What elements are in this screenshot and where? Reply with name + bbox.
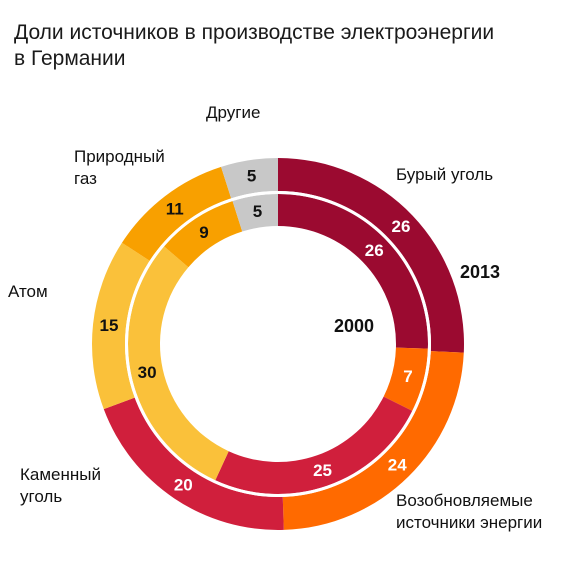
slice-label-2000-4: 9 (199, 223, 208, 242)
outer-ring-year-label: 2013 (460, 262, 501, 282)
label-brown-coal: Бурый уголь (396, 165, 494, 184)
slice-label-2000-3: 30 (138, 363, 157, 382)
label-natural-gas: Природный газ (74, 146, 165, 190)
label-other: Другие (206, 103, 261, 122)
slice-2000-4 (164, 201, 243, 268)
chart-title-line-1: Доли источников в производстве электроэн… (14, 21, 495, 44)
slice-label-2000-0: 26 (365, 241, 384, 260)
slice-label-2013-2: 20 (174, 476, 193, 495)
slice-2000-5 (232, 194, 278, 232)
slice-2013-1 (282, 351, 464, 530)
slice-2000-2 (215, 396, 413, 494)
slice-2000-3 (128, 246, 229, 481)
label-hard-coal-line-1: Каменный (20, 465, 101, 484)
slice-label-2013-5: 5 (247, 167, 256, 186)
slice-2000-0 (278, 194, 428, 349)
inner-ring-year-label: 2000 (334, 316, 375, 336)
chart-title: Доли источников в производстве электроэн… (14, 20, 554, 72)
chart-title-line-2: в Германии (14, 47, 126, 70)
slice-2000-1 (383, 347, 428, 411)
label-natural-gas-line-1: Природный (74, 147, 165, 166)
slice-2013-2 (103, 397, 284, 530)
slice-label-2013-1: 24 (388, 456, 407, 475)
slice-2013-4 (121, 166, 232, 261)
slice-label-2000-5: 5 (253, 202, 262, 221)
slice-label-2013-4: 11 (166, 199, 184, 218)
label-renewables-line-2: источники энергии (396, 513, 543, 532)
label-renewables: Возобновляемые источники энергии (396, 490, 542, 534)
slice-label-2013-0: 26 (392, 217, 411, 236)
slice-2013-0 (278, 158, 464, 353)
slice-label-2000-2: 25 (313, 461, 332, 480)
label-hard-coal: Каменный уголь (20, 464, 101, 508)
label-nuclear: Атом (8, 282, 48, 301)
slice-label-2013-3: 15 (100, 316, 119, 335)
slice-2013-3 (92, 242, 150, 410)
ring-separator (125, 191, 431, 497)
label-renewables-line-1: Возобновляемые (396, 491, 533, 510)
label-hard-coal-line-2: уголь (20, 487, 63, 506)
slice-2013-5 (221, 158, 278, 199)
slice-label-2000-1: 7 (403, 367, 412, 386)
label-natural-gas-line-2: газ (74, 169, 97, 188)
